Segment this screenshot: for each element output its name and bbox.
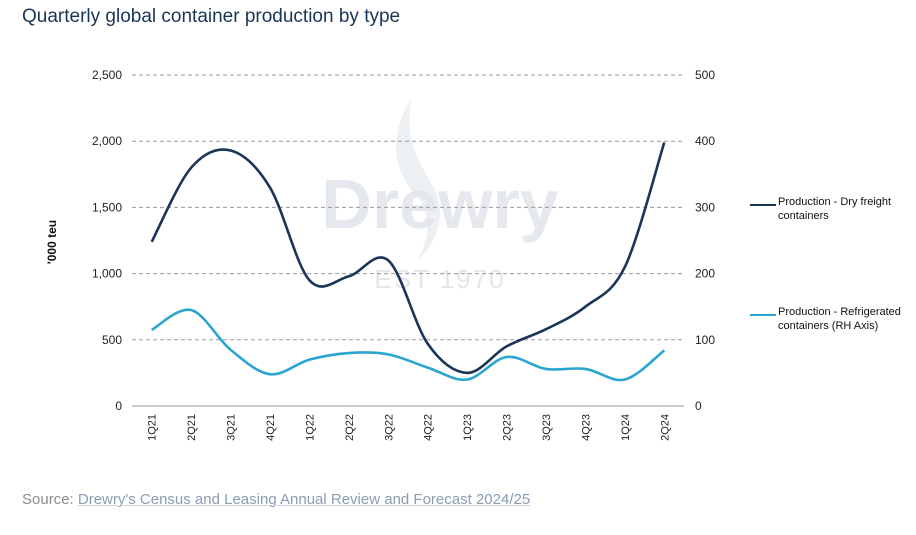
watermark: Drewry EST 1970 [321,98,559,294]
right-tick-label: 100 [695,333,715,347]
series-line-dry [150,142,666,375]
x-tick-label: 2Q22 [344,414,356,441]
left-tick-label: 1,000 [92,267,122,281]
legend-label-reefer: Production - Refrigerated containers (RH… [778,306,901,332]
legend-label-dry: Production - Dry freight containers [778,196,892,222]
left-tick-label: 0 [115,399,122,413]
left-tick-label: 2,500 [92,68,122,82]
x-axis: 1Q21 2Q21 3Q21 4Q21 1Q22 2Q22 3Q22 4Q22 1Q23 2Q23… [147,414,672,441]
right-tick-label: 0 [695,399,702,413]
x-tick-label: 1Q22 [304,414,316,441]
x-tick-label: 4Q22 [423,414,435,441]
legend-swatch-reefer [750,314,776,316]
watermark-brand: Drewry [321,165,558,243]
x-tick-label: 4Q23 [580,414,592,441]
series-line-reefer [151,308,666,382]
right-tick-label: 300 [695,200,715,214]
x-tick-label: 2Q21 [186,414,198,441]
left-axis: 2,500 2,000 1,500 1,000 500 0 [92,68,122,413]
source-prefix: Source: [22,491,78,508]
watermark-flame-icon [396,98,440,262]
right-tick-label: 400 [695,134,715,148]
x-tick-label: 1Q24 [620,414,632,441]
right-tick-label: 500 [695,68,715,82]
x-tick-label: 1Q21 [147,414,159,441]
left-tick-label: 1,500 [92,200,122,214]
x-tick-label: 1Q23 [462,414,474,441]
x-tick-label: 3Q22 [383,414,395,441]
right-tick-label: 200 [695,267,715,281]
x-tick-label: 4Q21 [265,414,277,441]
gridlines [132,74,684,407]
x-tick-label: 3Q21 [226,414,238,441]
chart-title: Quarterly global container production by… [22,6,401,27]
x-tick-label: 2Q24 [659,414,671,441]
left-tick-label: 2,000 [92,134,122,148]
y-axis-label: '000 teu [45,220,59,264]
x-tick-label: 2Q23 [502,414,514,441]
legend-swatch-dry [750,204,776,206]
source-link[interactable]: Drewry's Census and Leasing Annual Revie… [77,491,531,508]
source-note: Source: Drewry's Census and Leasing Annu… [22,491,530,508]
left-tick-label: 500 [102,333,122,347]
right-axis: 500 400 300 200 100 0 [695,68,715,413]
x-tick-label: 3Q23 [541,414,553,441]
